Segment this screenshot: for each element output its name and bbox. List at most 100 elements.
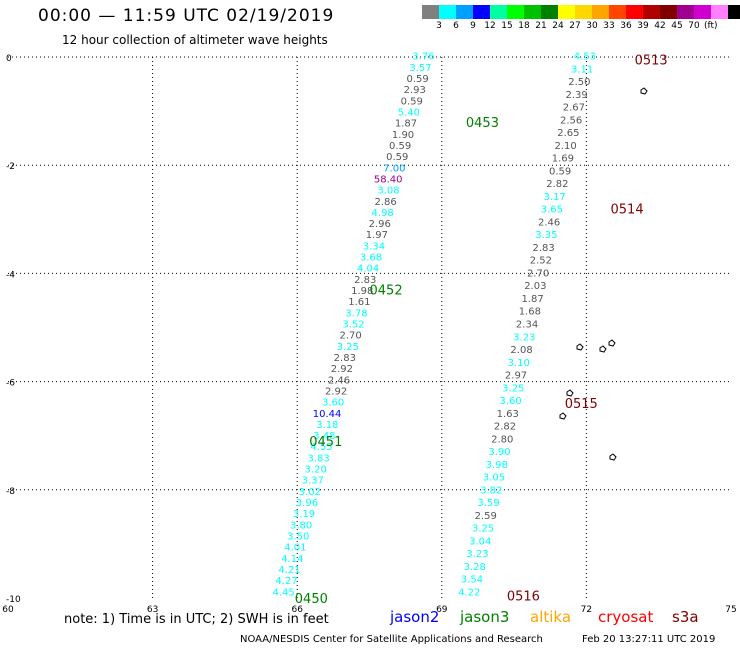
west-track-value: 1.87 xyxy=(395,119,417,130)
east-track-value: 2.56 xyxy=(560,115,582,126)
colorbar-tick-label: 6 xyxy=(453,21,459,31)
colorbar-tick-label: 42 xyxy=(654,21,666,31)
x-tick-label: 63 xyxy=(147,605,158,615)
island-outline xyxy=(566,389,574,397)
colorbar-swatch xyxy=(575,5,592,19)
colorbar-tick-label: 18 xyxy=(518,21,530,31)
island-outline xyxy=(609,453,617,461)
east-track-value: 2.70 xyxy=(527,268,549,279)
east-track-value: 2.59 xyxy=(475,511,497,522)
east-track-value: 2.10 xyxy=(554,141,576,152)
west-track-value: 3.02 xyxy=(299,487,321,498)
y-tick-label: -8 xyxy=(6,487,15,497)
colorbar-swatch xyxy=(677,5,694,19)
colorbar-swatch xyxy=(541,5,558,19)
colorbar-swatch xyxy=(626,5,643,19)
east-track-value: 3.11 xyxy=(571,64,593,75)
colorbar-unit: (ft) xyxy=(704,21,718,31)
colorbar-swatch xyxy=(728,5,740,19)
colorbar-swatch xyxy=(439,5,456,19)
east-track-value: 3.35 xyxy=(535,230,557,241)
colorbar-swatch xyxy=(507,5,524,19)
colorbar-tick-label: 36 xyxy=(620,21,632,31)
west-track-value: 10.44 xyxy=(313,409,342,420)
pass-time-label: 0514 xyxy=(611,202,644,217)
east-track-value: 3.17 xyxy=(543,192,565,203)
east-track-value: 3.60 xyxy=(499,396,521,407)
west-track-value: 1.97 xyxy=(366,230,388,241)
east-track-value: 2.52 xyxy=(530,256,552,267)
colorbar-tick-label: 15 xyxy=(501,21,513,31)
west-track-value: 4.14 xyxy=(281,554,303,565)
east-track-value: 1.68 xyxy=(519,307,541,318)
map-title: 00:00 — 11:59 UTC 02/19/2019 xyxy=(38,6,335,26)
west-track-value: 2.70 xyxy=(340,331,362,342)
pass-time-label: 0513 xyxy=(635,54,668,69)
island-outline xyxy=(576,343,584,351)
pass-time-label: 0516 xyxy=(507,589,540,604)
colorbar-swatch xyxy=(422,5,439,19)
west-track-value: 3.34 xyxy=(363,241,385,252)
y-tick-label: 0 xyxy=(6,54,12,64)
east-track-value: 3.25 xyxy=(502,383,524,394)
colorbar-tick-label: 33 xyxy=(603,21,615,31)
east-track-value: 2.50 xyxy=(568,77,590,88)
y-tick-label: -10 xyxy=(6,595,21,605)
west-track-value: 3.50 xyxy=(287,532,309,543)
west-track-value: 4.27 xyxy=(275,576,297,587)
colorbar-swatch xyxy=(558,5,575,19)
west-track-value: 3.48 xyxy=(313,431,335,442)
west-track-value: 1.90 xyxy=(392,130,414,141)
colorbar-tick-label: 27 xyxy=(569,21,581,31)
east-track-value: 3.23 xyxy=(513,332,535,343)
west-track-value: 1.98 xyxy=(351,286,373,297)
east-track-value: 2.80 xyxy=(491,434,513,445)
east-track-value: 3.10 xyxy=(508,358,530,369)
east-track-value: 1.63 xyxy=(497,409,519,420)
west-track-value: 5.40 xyxy=(398,107,420,118)
east-track-value: 2.83 xyxy=(532,243,554,254)
east-track-value: 3.59 xyxy=(477,498,499,509)
x-tick-label: 60 xyxy=(2,605,14,615)
east-track-value: 3.04 xyxy=(469,536,491,547)
east-track-value: 3.23 xyxy=(466,549,488,560)
west-track-value: 4.04 xyxy=(357,264,379,275)
west-track-value: 3.76 xyxy=(412,52,434,63)
east-track-value: 3.05 xyxy=(483,473,505,484)
west-track-value: 3.18 xyxy=(316,420,338,431)
island-outline xyxy=(608,339,616,347)
west-track-value: 4.01 xyxy=(284,543,306,554)
east-track-value: 2.97 xyxy=(505,371,527,382)
west-track-value: 0.59 xyxy=(406,74,428,85)
west-track-value: 3.25 xyxy=(337,342,359,353)
east-track-value: 3.90 xyxy=(488,447,510,458)
colorbar-swatch xyxy=(473,5,490,19)
west-track-value: 4.21 xyxy=(278,565,300,576)
colorbar-swatch xyxy=(490,5,507,19)
west-track-value: 4.98 xyxy=(372,208,394,219)
colorbar-tick-label: 3 xyxy=(436,21,442,31)
pass-time-label: 0452 xyxy=(370,284,403,299)
west-track-value: 0.59 xyxy=(401,96,423,107)
units-note: note: 1) Time is in UTC; 2) SWH is in fe… xyxy=(64,612,329,627)
east-track-value: 3.28 xyxy=(464,562,486,573)
west-track-value: 3.96 xyxy=(296,498,318,509)
colorbar-tick-label: 45 xyxy=(671,21,683,31)
west-track-value: 2.86 xyxy=(374,197,396,208)
credit-text: NOAA/NESDIS Center for Satellite Applica… xyxy=(240,634,543,645)
pass-time-label: 0453 xyxy=(466,116,499,131)
island-outline xyxy=(599,345,607,353)
x-tick-label: 75 xyxy=(725,605,736,615)
island-outline xyxy=(640,87,648,95)
legend-jason3: jason3 xyxy=(460,608,510,626)
east-track-value: 3.54 xyxy=(461,575,483,586)
west-track-value: 1.61 xyxy=(348,297,370,308)
east-track-value: 3.65 xyxy=(541,205,563,216)
west-track-value: 2.83 xyxy=(354,275,376,286)
west-track-value: 2.83 xyxy=(334,353,356,364)
east-track-value: 1.87 xyxy=(521,294,543,305)
legend-jason2: jason2 xyxy=(390,608,440,626)
west-track-value: 2.96 xyxy=(369,219,391,230)
west-track-value: 3.20 xyxy=(305,465,327,476)
east-track-value: 2.39 xyxy=(566,90,588,101)
